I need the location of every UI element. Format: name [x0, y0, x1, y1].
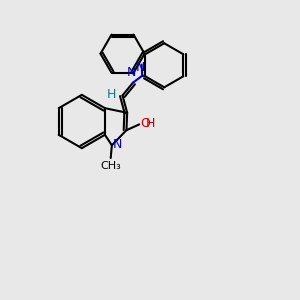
Text: O: O — [141, 117, 151, 130]
Text: N: N — [136, 61, 146, 74]
Text: CH₃: CH₃ — [100, 161, 121, 171]
Text: H: H — [107, 88, 116, 100]
Text: N: N — [113, 138, 123, 151]
Text: N: N — [127, 66, 136, 80]
Text: H: H — [146, 117, 155, 130]
